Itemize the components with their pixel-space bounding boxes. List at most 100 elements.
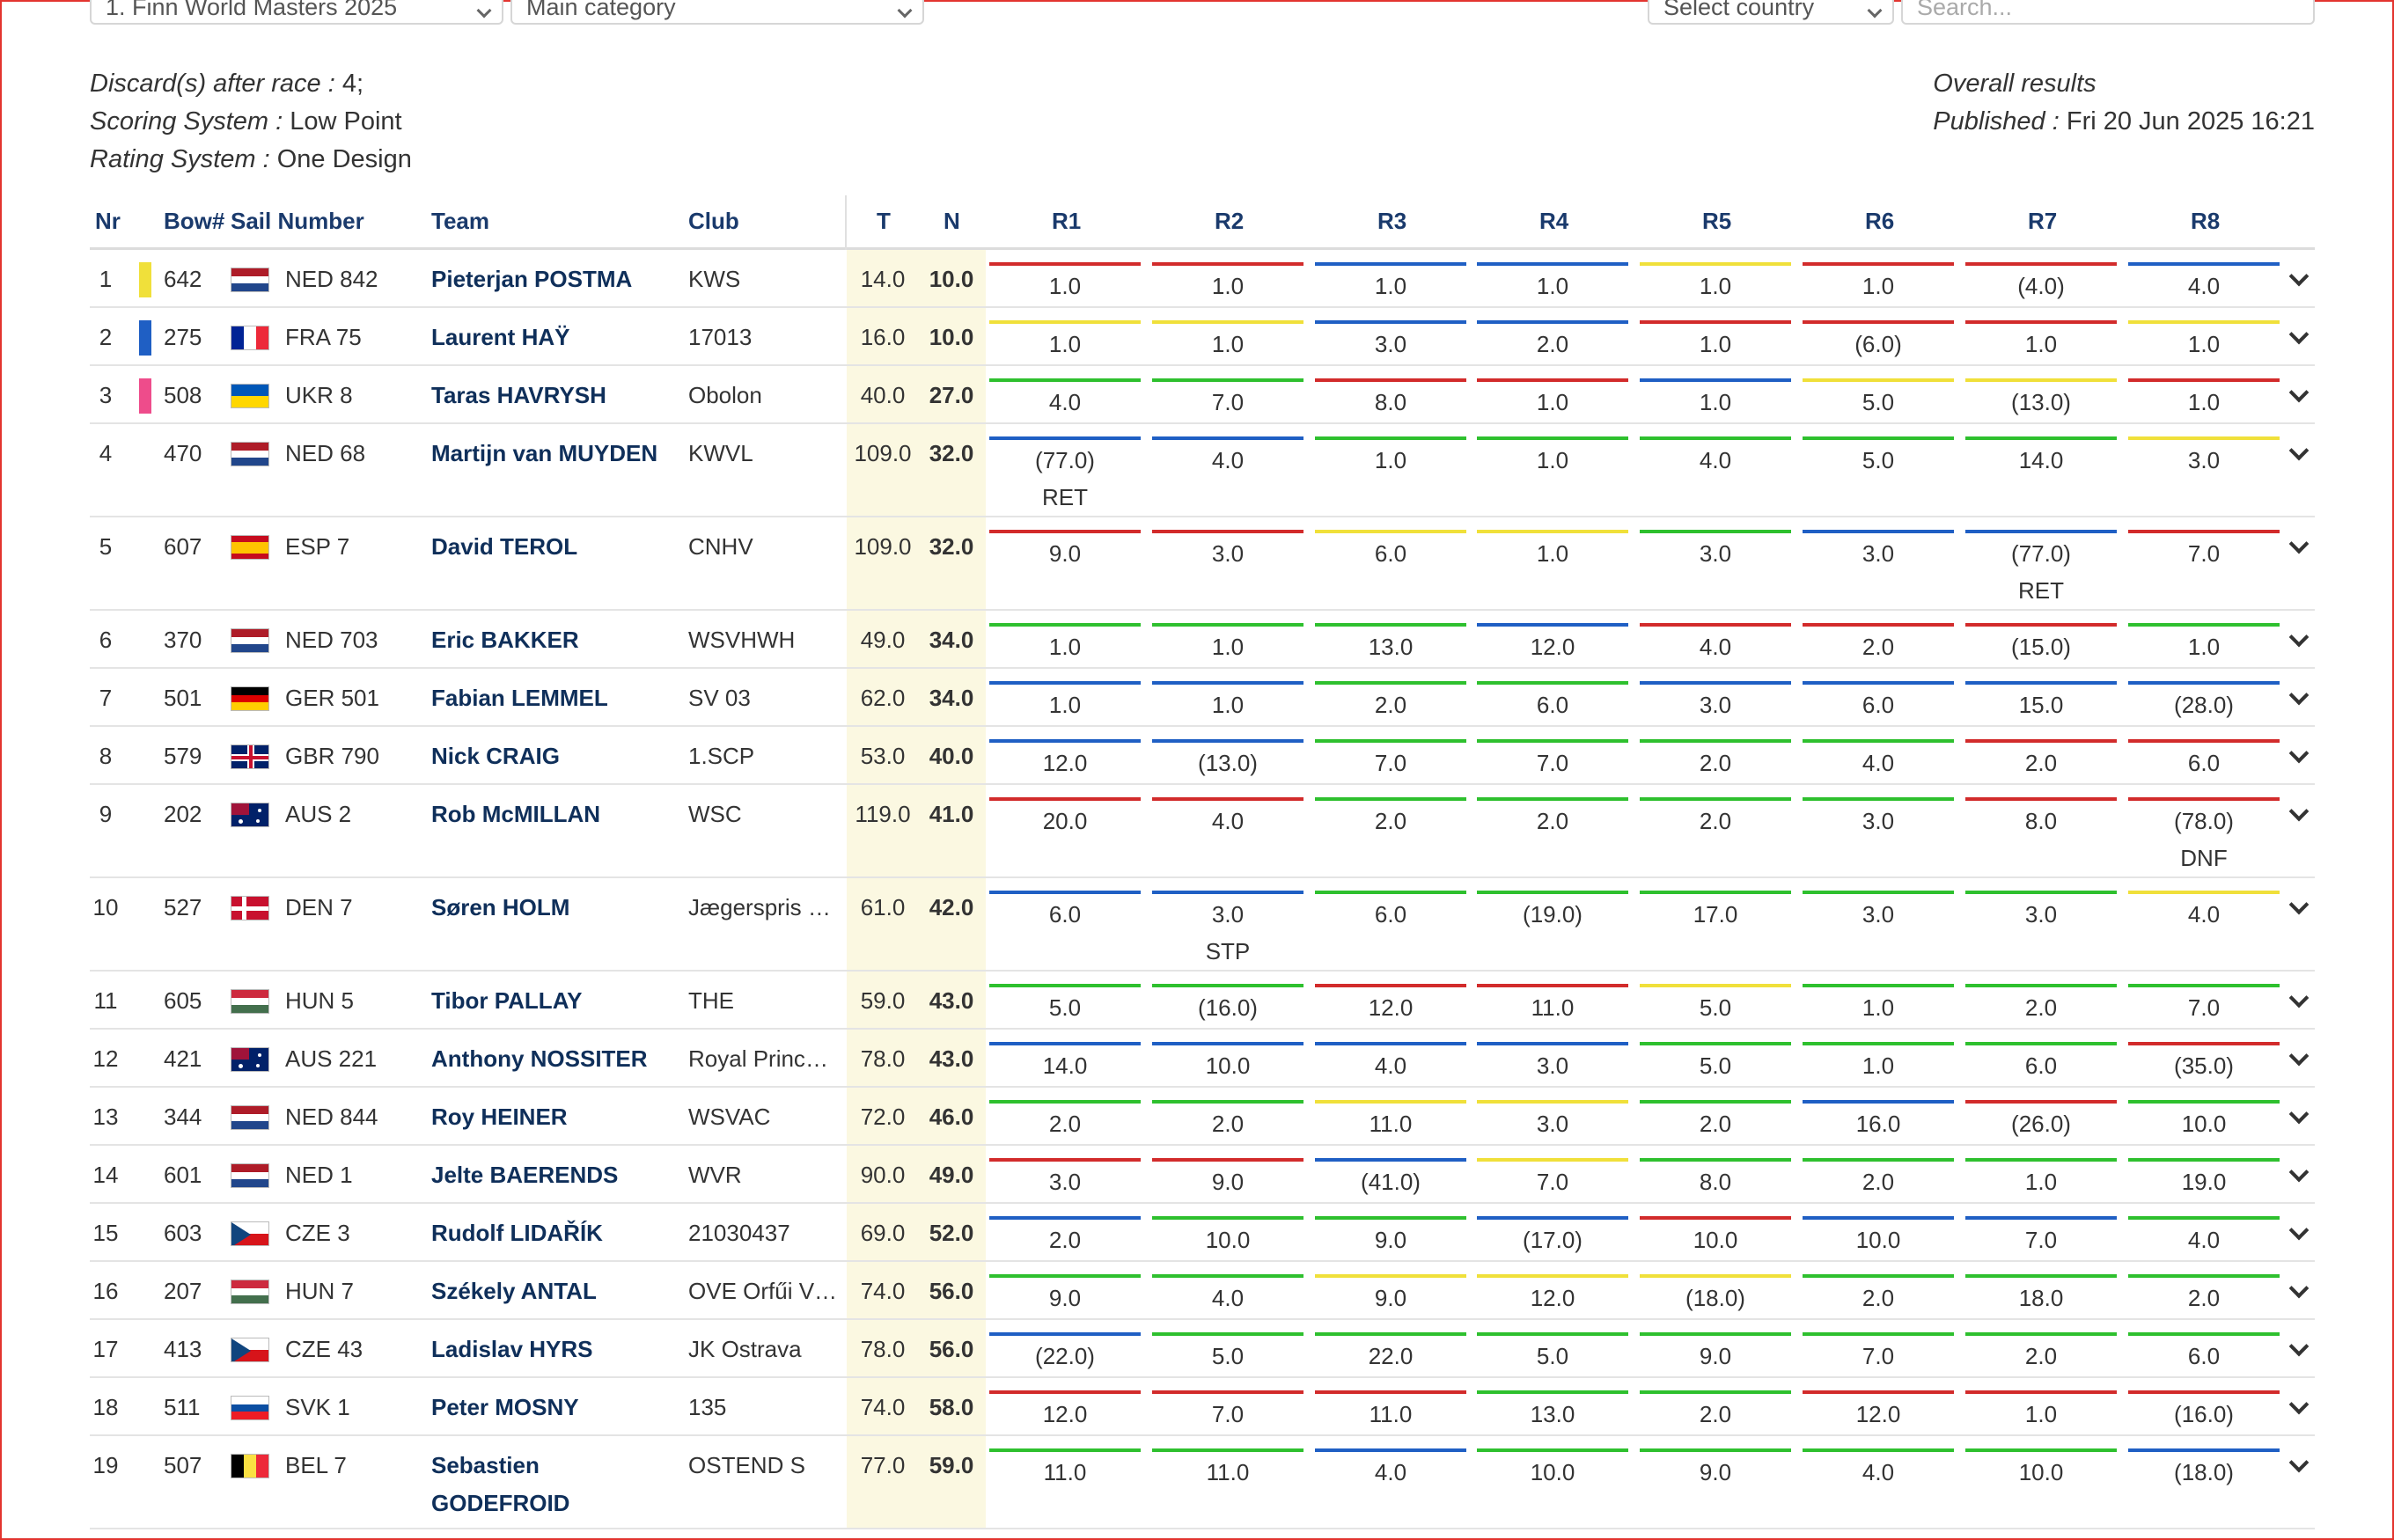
table-row[interactable]: 12 421 AUS 221 Anthony NOSSITER Royal Prince… xyxy=(90,1030,2315,1088)
header-nr[interactable]: Nr xyxy=(95,208,121,234)
bow-number-cell: 344 xyxy=(164,1104,202,1130)
table-row[interactable]: 8 579 GBR 790 Nick CRAIG 1.SCP 53.0 40.0 12.0 (1… xyxy=(90,727,2315,785)
team-name-link[interactable]: Rob McMILLAN xyxy=(431,801,601,827)
race-color-bar xyxy=(1152,681,1303,685)
team-name-link[interactable]: Sebastien GODEFROID xyxy=(431,1452,570,1516)
race-score: 2.0 xyxy=(2024,750,2058,776)
team-name-link[interactable]: Eric BAKKER xyxy=(431,627,579,653)
category-select[interactable]: Main category xyxy=(510,0,924,25)
table-row[interactable]: 6 370 NED 703 Eric BAKKER WSVHWH 49.0 34.0 1.0 1… xyxy=(90,611,2315,669)
race-result-r6: 12.0 xyxy=(1803,1390,1954,1427)
race-result-r8: (78.0) DNF xyxy=(2128,797,2280,871)
team-name-link[interactable]: Martijn van MUYDEN xyxy=(431,440,658,466)
header-bow[interactable]: Bow# xyxy=(164,208,225,234)
penalty-code: DNF xyxy=(2180,845,2228,871)
expand-chevron-icon[interactable] xyxy=(2288,266,2310,287)
expand-chevron-icon[interactable] xyxy=(2288,1278,2310,1299)
sail-number-cell: NED 703 xyxy=(285,627,378,653)
race-result-r6: 6.0 xyxy=(1803,681,1954,718)
table-row[interactable]: 3 508 UKR 8 Taras HAVRYSH Obolon 40.0 27.0 4.0 7… xyxy=(90,366,2315,424)
race-color-bar xyxy=(989,378,1141,382)
team-name-link[interactable]: Pieterjan POSTMA xyxy=(431,266,633,292)
race-result-r8: (16.0) xyxy=(2128,1390,2280,1427)
country-select[interactable]: Select country xyxy=(1648,0,1894,25)
race-score: 7.0 xyxy=(1211,389,1245,415)
table-row[interactable]: 11 605 HUN 5 Tibor PALLAY THE 59.0 43.0 5.0 (16.… xyxy=(90,972,2315,1030)
header-r6[interactable]: R6 xyxy=(1865,208,1895,234)
header-club[interactable]: Club xyxy=(688,208,739,234)
team-name-link[interactable]: Nick CRAIG xyxy=(431,743,560,769)
header-sail-number[interactable]: Sail Number xyxy=(231,208,364,234)
race-score: (35.0) xyxy=(2174,1052,2234,1079)
expand-chevron-icon[interactable] xyxy=(2288,1162,2310,1183)
expand-chevron-icon[interactable] xyxy=(2288,440,2310,461)
table-row[interactable]: 1 642 NED 842 Pieterjan POSTMA KWS 14.0 10.0 1.… xyxy=(90,250,2315,308)
expand-chevron-icon[interactable] xyxy=(2288,533,2310,554)
team-name-link[interactable]: Peter MOSNY xyxy=(431,1394,579,1420)
expand-chevron-icon[interactable] xyxy=(2288,1220,2310,1241)
team-name-link[interactable]: Søren HOLM xyxy=(431,894,570,920)
event-select[interactable]: 1. Finn World Masters 2025 xyxy=(90,0,503,25)
expand-chevron-icon[interactable] xyxy=(2288,801,2310,822)
expand-chevron-icon[interactable] xyxy=(2288,1452,2310,1473)
flag-ned-icon xyxy=(231,268,269,292)
expand-chevron-icon[interactable] xyxy=(2288,1336,2310,1357)
race-score: 9.0 xyxy=(1699,1343,1732,1369)
net-points-cell: 41.0 xyxy=(929,801,974,827)
totals-column-bg xyxy=(847,1088,986,1144)
header-total[interactable]: T xyxy=(877,208,891,234)
search-input[interactable]: Search... xyxy=(1901,0,2315,25)
team-name-link[interactable]: Anthony NOSSITER xyxy=(431,1045,648,1072)
team-name-link[interactable]: Fabian LEMMEL xyxy=(431,685,608,711)
header-r3[interactable]: R3 xyxy=(1377,208,1407,234)
expand-chevron-icon[interactable] xyxy=(2288,743,2310,764)
table-row[interactable]: 4 470 NED 68 Martijn van MUYDEN KWVL 109.0 32.… xyxy=(90,424,2315,517)
table-row[interactable]: 16 207 HUN 7 Székely ANTAL OVE Orfűi Vízispo… xyxy=(90,1262,2315,1320)
expand-chevron-icon[interactable] xyxy=(2288,627,2310,648)
header-r4[interactable]: R4 xyxy=(1539,208,1569,234)
header-r2[interactable]: R2 xyxy=(1215,208,1245,234)
table-row[interactable]: 14 601 NED 1 Jelte BAERENDS WVR 90.0 49.0 3.0 9.… xyxy=(90,1146,2315,1204)
expand-chevron-icon[interactable] xyxy=(2288,382,2310,403)
race-score: 15.0 xyxy=(2018,692,2064,718)
team-name-link[interactable]: Tibor PALLAY xyxy=(431,987,583,1014)
team-name-link[interactable]: Laurent HAŸ xyxy=(431,324,570,350)
expand-chevron-icon[interactable] xyxy=(2288,1394,2310,1415)
table-row[interactable]: 13 344 NED 844 Roy HEINER WSVAC 72.0 46.0 2.0 2.… xyxy=(90,1088,2315,1146)
table-row[interactable]: 19 507 BEL 7 Sebastien GODEFROID OSTEND S 77.… xyxy=(90,1436,2315,1529)
header-net[interactable]: N xyxy=(944,208,960,234)
expand-chevron-icon[interactable] xyxy=(2288,685,2310,706)
header-r1[interactable]: R1 xyxy=(1052,208,1082,234)
team-name-link[interactable]: Székely ANTAL xyxy=(431,1278,597,1304)
header-r8[interactable]: R8 xyxy=(2191,208,2221,234)
header-r5[interactable]: R5 xyxy=(1702,208,1732,234)
team-name-link[interactable]: Taras HAVRYSH xyxy=(431,382,606,408)
team-name-link[interactable]: Jelte BAERENDS xyxy=(431,1162,619,1188)
table-row[interactable]: 17 413 CZE 43 Ladislav HYRS JK Ostrava 78.0 56… xyxy=(90,1320,2315,1378)
header-team[interactable]: Team xyxy=(431,208,489,234)
expand-chevron-icon[interactable] xyxy=(2288,324,2310,345)
table-row[interactable]: 5 607 ESP 7 David TEROL CNHV 109.0 32.0 9.0 3.0 6… xyxy=(90,517,2315,611)
expand-chevron-icon[interactable] xyxy=(2288,987,2310,1008)
table-row[interactable]: 7 501 GER 501 Fabian LEMMEL SV 03 62.0 34.0 1.0… xyxy=(90,669,2315,727)
race-score: 4.0 xyxy=(1862,750,1895,776)
table-row[interactable]: 2 275 FRA 75 Laurent HAŸ 17013 16.0 10.0 1.0 1.0… xyxy=(90,308,2315,366)
expand-chevron-icon[interactable] xyxy=(2288,894,2310,915)
team-name-link[interactable]: Roy HEINER xyxy=(431,1104,568,1130)
team-name-link[interactable]: Ladislav HYRS xyxy=(431,1336,593,1362)
race-result-r8: 6.0 xyxy=(2128,739,2280,776)
race-score: 1.0 xyxy=(1862,273,1895,299)
expand-chevron-icon[interactable] xyxy=(2288,1104,2310,1125)
table-row[interactable]: 9 202 AUS 2 Rob McMILLAN WSC 119.0 41.0 20.0 4.0… xyxy=(90,785,2315,878)
table-row[interactable]: 10 527 DEN 7 Søren HOLM Jægerspris Sejlklub 6… xyxy=(90,878,2315,972)
race-score: 1.0 xyxy=(1862,994,1895,1021)
race-color-bar xyxy=(2128,1448,2280,1452)
team-name-link[interactable]: Rudolf LIDAŘÍK xyxy=(431,1220,603,1246)
header-r7[interactable]: R7 xyxy=(2028,208,2058,234)
race-score: (18.0) xyxy=(2174,1459,2234,1485)
table-row[interactable]: 18 511 SVK 1 Peter MOSNY 135 74.0 58.0 12.0 7.0 1… xyxy=(90,1378,2315,1436)
team-name-link[interactable]: David TEROL xyxy=(431,533,578,560)
race-score: (28.0) xyxy=(2174,692,2234,718)
table-row[interactable]: 15 603 CZE 3 Rudolf LIDAŘÍK 21030437 69.0 52.0… xyxy=(90,1204,2315,1262)
expand-chevron-icon[interactable] xyxy=(2288,1045,2310,1067)
